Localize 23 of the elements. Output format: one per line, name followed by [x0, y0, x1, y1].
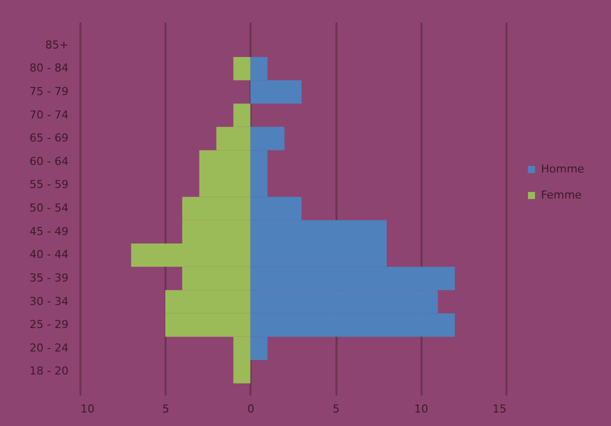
- legend-label: Homme: [541, 162, 584, 176]
- x-tick-label: 5: [332, 402, 340, 416]
- y-tick-label: 60 - 64: [30, 154, 68, 168]
- y-tick-label: 75 - 79: [30, 84, 68, 98]
- y-tick-label: 18 - 20: [30, 364, 68, 378]
- x-tick-label: 5: [162, 402, 170, 416]
- x-tick-label: 10: [80, 402, 94, 416]
- x-tick-label: 15: [492, 402, 506, 416]
- y-tick-label: 25 - 29: [30, 318, 68, 332]
- y-tick-label: 30 - 34: [30, 294, 68, 308]
- y-tick-label: 50 - 54: [30, 202, 68, 214]
- y-tick-label: 35 - 39: [30, 271, 68, 284]
- y-tick-label: 70 - 74: [30, 108, 68, 122]
- y-tick-label: 65 - 69: [30, 132, 68, 145]
- y-tick-label: 85+: [45, 38, 68, 52]
- x-tick-label: 0: [247, 402, 254, 416]
- x-tick-label: 10: [414, 402, 428, 416]
- y-tick-label: 55 - 59: [30, 178, 68, 192]
- y-tick-label: 20 - 24: [30, 341, 68, 354]
- y-tick-label: 45 - 49: [30, 224, 68, 238]
- y-tick-label: 40 - 44: [30, 248, 68, 262]
- y-tick-label: 80 - 84: [30, 62, 68, 75]
- legend-label: Femme: [541, 188, 582, 202]
